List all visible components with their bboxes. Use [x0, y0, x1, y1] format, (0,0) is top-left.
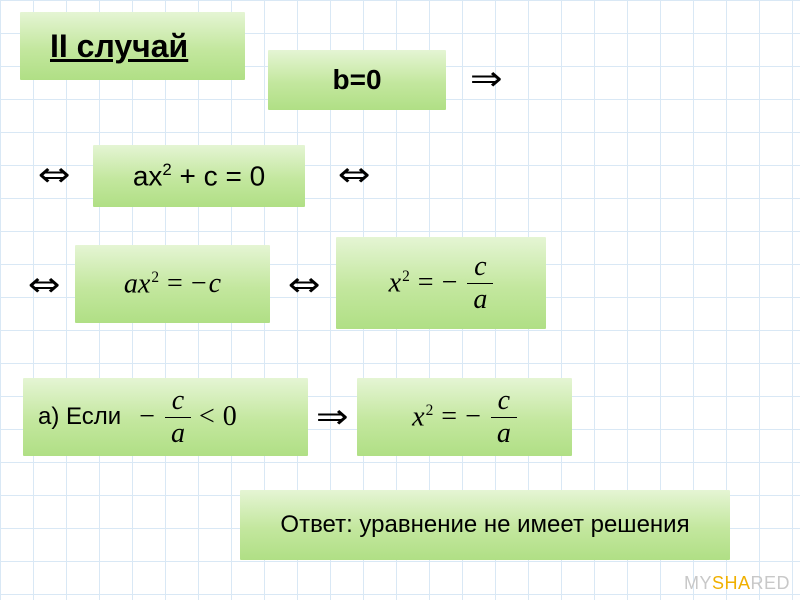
- answer-text: Ответ: уравнение не имеет решения: [280, 513, 689, 537]
- watermark: MYSHARED: [684, 573, 790, 594]
- implies-icon: ⇒: [470, 62, 503, 96]
- condition-box: b=0: [268, 50, 446, 110]
- title-box: II случай: [20, 12, 245, 80]
- equation-4-box: x2 = − c a: [357, 378, 572, 456]
- iff-icon: ⇔: [28, 268, 61, 302]
- iff-icon: ⇔: [288, 268, 321, 302]
- equation-2: ax2 = −c: [124, 270, 221, 298]
- iff-icon: ⇔: [38, 158, 71, 192]
- condition-text: b=0: [332, 66, 381, 94]
- case-a-label: а) Если: [38, 405, 121, 429]
- case-a-box: а) Если − c a < 0: [23, 378, 308, 456]
- case-a-condition: − c a < 0: [139, 387, 237, 448]
- iff-icon: ⇔: [338, 158, 371, 192]
- answer-box: Ответ: уравнение не имеет решения: [240, 490, 730, 560]
- equation-1-box: aх2 + с = 0: [93, 145, 305, 207]
- title-text: II случай: [50, 30, 188, 62]
- implies-icon: ⇒: [316, 400, 349, 434]
- equation-4: x2 = − c a: [412, 387, 517, 448]
- equation-3: x2 = − c a: [389, 253, 494, 314]
- equation-2-box: ax2 = −c: [75, 245, 270, 323]
- equation-3-box: x2 = − c a: [336, 237, 546, 329]
- equation-1: aх2 + с = 0: [133, 162, 265, 190]
